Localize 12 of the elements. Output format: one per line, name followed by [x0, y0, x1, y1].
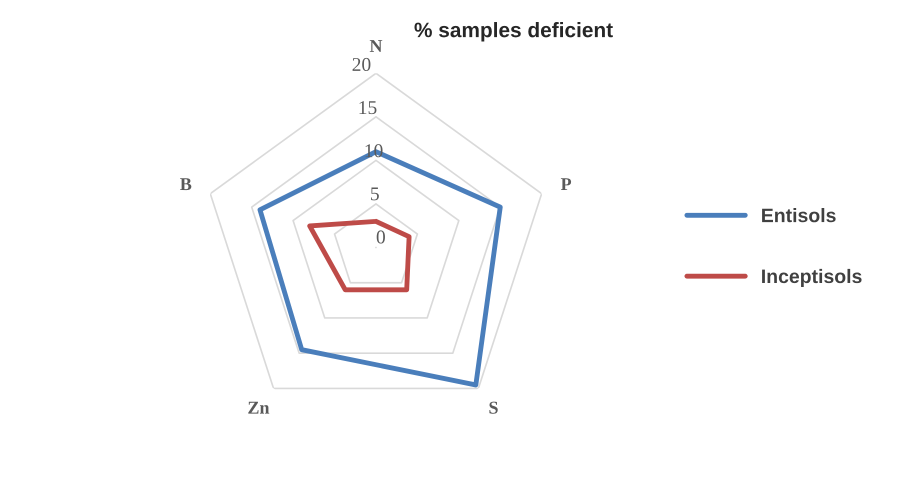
legend-label: Inceptisols: [762, 268, 862, 288]
spoke-label: P: [560, 178, 572, 190]
spoke-label: N: [370, 40, 382, 52]
legend-label: Entisols: [762, 208, 836, 222]
spoke-label: S: [489, 402, 498, 414]
y-tick-label: 0: [376, 230, 385, 244]
spoke-label: B: [180, 178, 192, 190]
chart-title: % samples deficient: [414, 22, 613, 42]
spoke-label: Zn: [248, 402, 270, 414]
y-tick-label: 5: [371, 187, 379, 200]
y-tick-label: 15: [359, 101, 376, 114]
y-tick-label: 20: [352, 58, 370, 72]
